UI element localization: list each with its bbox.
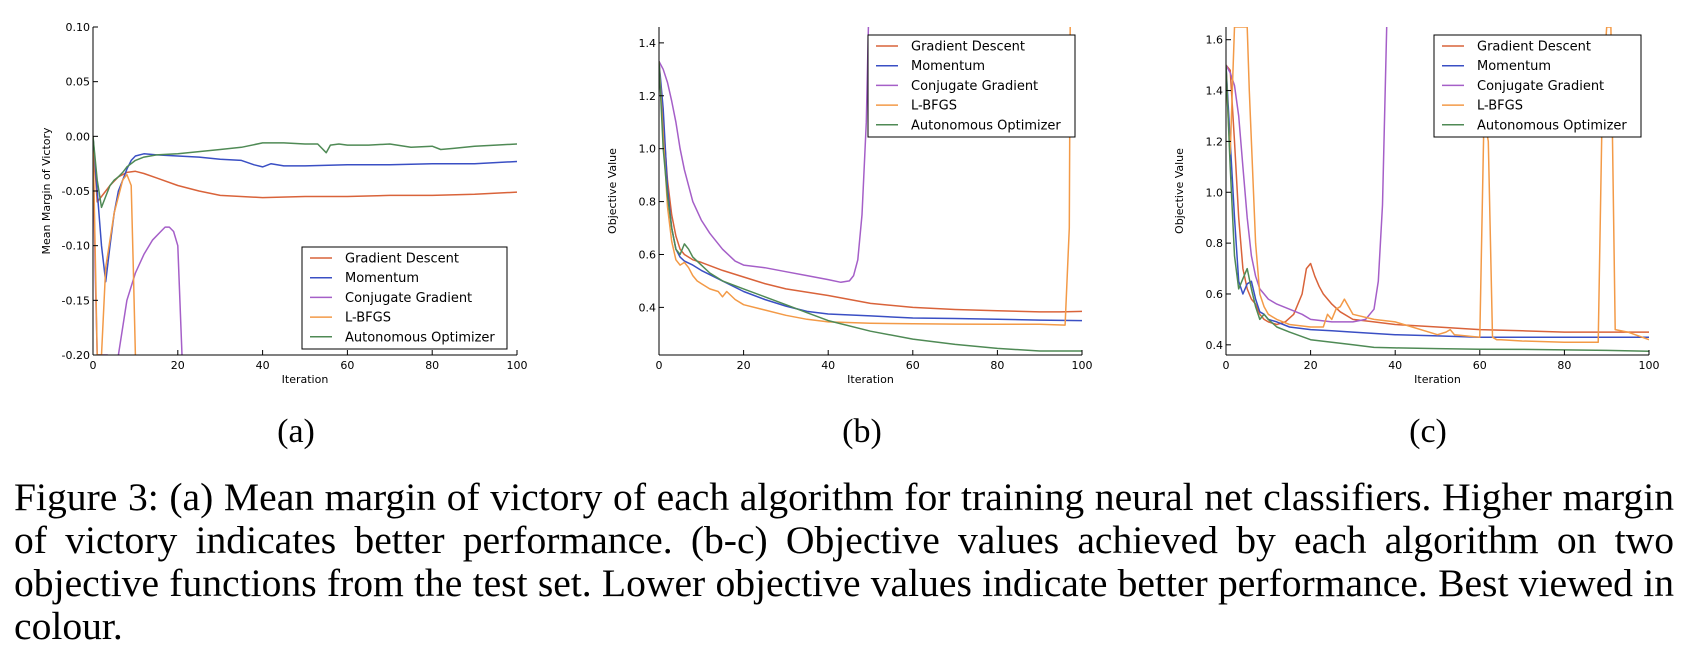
y-tick-label: 1.4 (1206, 85, 1224, 98)
y-tick-label: -0.10 (62, 240, 90, 253)
legend-label-gradient-descent: Gradient Descent (1477, 40, 1591, 55)
x-tick-label: 40 (821, 359, 835, 372)
y-tick-label: 0.4 (639, 301, 657, 314)
series-line-autonomous-optimizer (1226, 65, 1649, 352)
series-lines (1226, 27, 1649, 352)
legend: Gradient Descent Momentum Conjugate Gradie… (301, 246, 508, 350)
y-tick-label: 0.05 (66, 76, 91, 89)
series-line-l-bfgs (93, 136, 137, 355)
series-line-conjugate-gradient (1226, 27, 1388, 323)
legend-label-momentum: Momentum (911, 59, 985, 74)
y-tick-label: 0.6 (639, 248, 657, 261)
y-tick-label: 1.0 (639, 143, 657, 156)
legend-label-l-bfgs: L-BFGS (911, 99, 957, 114)
x-tick-label: 60 (340, 359, 354, 372)
legend-label-l-bfgs: L-BFGS (345, 311, 391, 326)
x-tick-label: 0 (90, 359, 97, 372)
legend-label-autonomous-optimizer: Autonomous Optimizer (345, 330, 495, 345)
x-tick-label: 0 (1223, 359, 1230, 372)
legend-label-conjugate-gradient: Conjugate Gradient (345, 291, 472, 306)
y-tick-label: 1.2 (1206, 135, 1224, 148)
y-tick-label: -0.15 (62, 294, 90, 307)
x-tick-label: 60 (1473, 359, 1487, 372)
series-line-autonomous-optimizer (93, 136, 517, 209)
y-axis-label: Mean Margin of Victory (40, 127, 53, 255)
x-tick-label: 0 (656, 359, 663, 372)
series-line-conjugate-gradient (117, 226, 183, 355)
series-line-l-bfgs (659, 27, 1071, 326)
x-axis-label: Iteration (847, 373, 894, 386)
x-tick-label: 100 (507, 359, 528, 372)
x-tick-label: 80 (425, 359, 439, 372)
y-axis-label: Objective Value (606, 148, 619, 234)
subfigure-label: (c) (1409, 413, 1447, 450)
figure-caption: Figure 3: (a) Mean margin of victory of … (14, 475, 1674, 648)
series-line-gradient-descent (659, 61, 1082, 313)
legend-box (1433, 34, 1642, 138)
legend: Gradient Descent Momentum Conjugate Gradie… (1433, 34, 1642, 138)
x-tick-label: 20 (171, 359, 185, 372)
x-axis-label: Iteration (1414, 373, 1461, 386)
x-tick-label: 100 (1639, 359, 1660, 372)
x-tick-label: 40 (1388, 359, 1402, 372)
legend-label-conjugate-gradient: Conjugate Gradient (911, 79, 1038, 94)
legend-label-gradient-descent: Gradient Descent (911, 40, 1025, 55)
y-tick-label: -0.05 (62, 185, 90, 198)
subfigure-label: (a) (277, 413, 315, 450)
x-tick-label: 40 (256, 359, 270, 372)
x-axis-label: Iteration (282, 373, 329, 386)
legend-label-momentum: Momentum (1477, 59, 1551, 74)
y-tick-label: 0.10 (66, 21, 91, 34)
chart-c: 0 20 40 60 80 100 0.4 0.6 0.8 1.0 1.2 1.4 1.6 Iterati… (1173, 27, 1660, 450)
y-axis-label: Objective Value (1173, 148, 1186, 234)
x-tick-label: 80 (1557, 359, 1571, 372)
y-tick-label: 1.2 (639, 90, 657, 103)
series-line-gradient-descent (1226, 64, 1649, 333)
series-line-gradient-descent (93, 136, 517, 203)
legend-label-momentum: Momentum (345, 271, 419, 286)
chart-b: 0 20 40 60 80 100 0.4 0.6 0.8 1.0 1.2 1.4 Iteration O… (606, 27, 1093, 450)
legend: Gradient Descent Momentum Conjugate Gradie… (867, 34, 1076, 138)
x-tick-label: 20 (1304, 359, 1318, 372)
x-tick-label: 80 (990, 359, 1004, 372)
chart-a: 0 20 40 60 80 100 -0.20 -0.15 -0.10 -0.05 0.00 0.05… (40, 21, 528, 450)
series-line-autonomous-optimizer (659, 61, 1082, 352)
subfigure-label: (b) (842, 413, 882, 450)
legend-label-autonomous-optimizer: Autonomous Optimizer (1477, 118, 1627, 133)
y-tick-label: 1.0 (1206, 186, 1224, 199)
legend-box (867, 34, 1076, 138)
y-tick-label: 0.8 (639, 196, 657, 209)
y-tick-label: 0.4 (1206, 339, 1224, 352)
x-tick-label: 100 (1072, 359, 1093, 372)
legend-label-l-bfgs: L-BFGS (1477, 99, 1523, 114)
y-tick-label: 0.8 (1206, 237, 1224, 250)
legend-box (301, 246, 508, 350)
legend-label-conjugate-gradient: Conjugate Gradient (1477, 79, 1604, 94)
y-tick-label: 1.6 (1206, 34, 1224, 47)
y-tick-label: 1.4 (639, 37, 657, 50)
x-tick-label: 60 (906, 359, 920, 372)
legend-label-autonomous-optimizer: Autonomous Optimizer (911, 118, 1061, 133)
series-lines (659, 27, 1082, 352)
y-tick-label: 0.00 (66, 130, 91, 143)
legend-label-gradient-descent: Gradient Descent (345, 252, 459, 267)
y-tick-label: -0.20 (62, 349, 90, 362)
series-line-conjugate-gradient (659, 27, 870, 284)
series-line-l-bfgs (1226, 27, 1649, 344)
x-tick-label: 20 (737, 359, 751, 372)
y-tick-label: 0.6 (1206, 288, 1224, 301)
